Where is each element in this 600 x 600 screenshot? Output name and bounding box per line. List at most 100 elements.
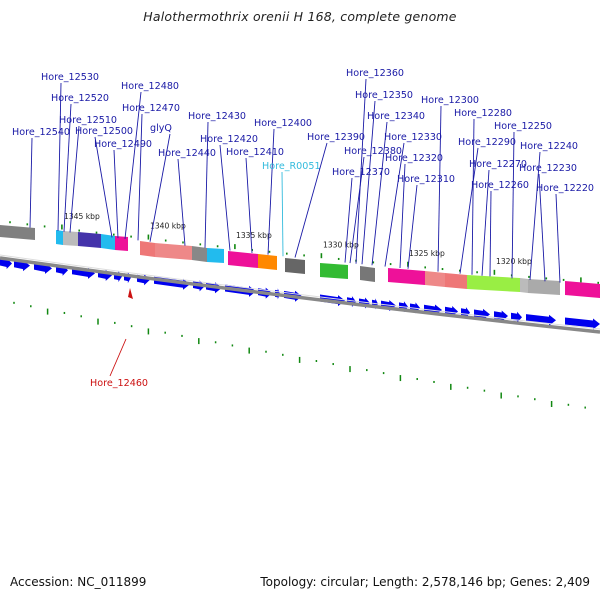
gene-leader-line [399,163,406,269]
cds-arrow [474,308,490,320]
map-title: Halothermothrix orenii H 168, complete g… [143,9,457,24]
gene-label: Hore_12220 [536,183,594,194]
genome-backbone [0,256,600,334]
gene-leader-line [538,173,546,282]
gene-leader-line [371,121,388,266]
gene-leader-line [437,105,442,272]
gene-label: Hore_12420 [200,134,258,145]
gene-label-layer: Hore_12530 Hore_12520 Hore_12510Hore_12500… [12,68,594,389]
kbp-label: 1345 kbp [64,212,100,221]
cog-segment [285,258,305,274]
gene-label: Hore_12310 [397,174,455,185]
gene-label: Hore_12400 [254,118,312,129]
topology-summary: Topology: circular; Length: 2,578,146 bp… [260,575,590,589]
scale-track: 1345 kbp 1340 kbp 1335 kbp 1330 kbp 1325 kbp… [9,212,600,284]
gene-leader-line [511,131,515,279]
cog-segment [528,279,560,295]
gene-label: Hore_12370 [332,167,390,178]
gene-leader-line [471,118,475,275]
gene-leader-line [481,169,490,276]
gene-label: Hore_12230 [519,163,577,174]
gene-leader-line [29,137,33,228]
cog-segment [115,236,128,251]
cog-segment [155,243,192,260]
gene-label: Hore_12260 [471,180,529,191]
cog-segment [192,246,207,262]
gene-leader-line [407,184,418,269]
kbp-label: 1330 kbp [323,240,359,249]
gene-leader-line [355,78,367,264]
gene-label: Hore_12360 [346,68,404,79]
gene-leader-line [109,338,127,377]
gene-leader-line [245,157,253,253]
cog-category-track [0,225,600,298]
gene-label: Hore_12290 [458,137,516,148]
cog-segment [56,230,63,245]
accession-label: Accession: NC_011899 [10,575,147,589]
gene-label: Hore_R0051 [262,161,321,172]
cds-arrow [526,314,556,326]
cog-segment [78,232,101,248]
cog-segment [467,275,520,292]
gene-label: Hore_12460 [90,378,148,389]
gene-leader-line [219,144,231,251]
gene-leader-line [294,142,328,258]
gc-skew-track [13,301,586,409]
gene-label: Hore_12350 [355,90,413,101]
gene-leader-line [384,142,405,267]
gene-label: Hore_12520 [51,93,109,104]
gene-leader-line [137,113,143,241]
cog-segment [520,278,528,293]
gene-leader-line [57,82,62,232]
cds-arrow [565,317,600,330]
cog-segment [360,266,375,282]
gene-leader-line [344,177,353,263]
gene-leader-line [69,125,80,233]
gene-leader-line [459,147,479,274]
gene-leader-line [177,158,186,246]
gene-label: Hore_12330 [384,132,442,143]
gene-label: Hore_12510 [59,115,117,126]
gene-leader-line [555,193,561,283]
kbp-label: 1325 kbp [409,249,445,258]
cog-segment [258,254,277,270]
gene-leader-line [63,103,72,232]
gene-label: Hore_12490 [94,139,152,150]
gene-label: Hore_12240 [520,141,578,152]
gene-label: Hore_12280 [454,108,512,119]
cog-segment [63,231,78,246]
kbp-label: 1335 kbp [236,231,272,240]
gene-label: Hore_12380 [344,146,402,157]
cog-segment [140,241,155,257]
gene-leader-line [113,149,119,239]
gene-label: Hore_12430 [188,111,246,122]
gene-label: Hore_12500 [75,126,133,137]
gene-label: glyQ [150,123,172,134]
cog-segment [207,248,224,263]
gene-label: Hore_12250 [494,121,552,132]
cog-segment [320,263,348,279]
kbp-label: 1320 kbp [496,257,532,266]
gene-leader-line [361,100,376,265]
gene-label: Hore_12540 [12,127,70,138]
gene-label: Hore_12440 [158,148,216,159]
gene-label: Hore_12270 [469,159,527,170]
gene-leader-line [489,190,492,277]
genome-backbone-highlight [0,254,600,330]
gene-leader-line [267,128,275,255]
cog-segment [0,225,35,240]
cog-segment [388,268,425,285]
gene-label: Hore_12320 [385,153,443,164]
gene-label: Hore_12340 [367,111,425,122]
gene-leader-line [529,151,541,281]
gene-leader-line [94,136,113,238]
gene-leader-line [281,171,284,257]
cog-segment [101,234,115,250]
gene-label: Hore_12480 [121,81,179,92]
cog-segment [228,251,258,268]
gene-leader-line [204,121,209,248]
kbp-label: 1340 kbp [150,222,186,231]
reverse-gene-marker [128,288,133,299]
gene-leader-line [124,91,142,239]
